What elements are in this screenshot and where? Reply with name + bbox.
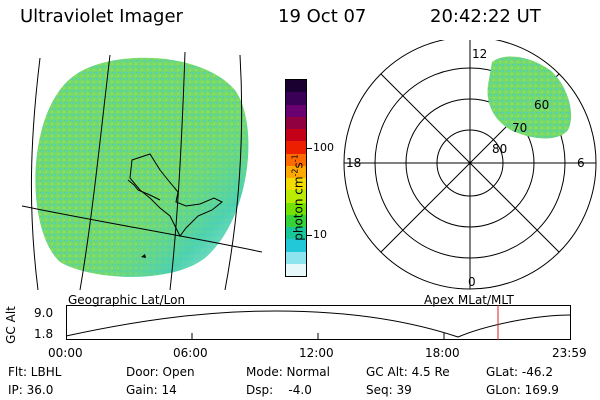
status-ip: IP: 36.0 (8, 383, 54, 397)
date-label: 19 Oct 07 (278, 6, 367, 27)
altitude-xtick: 06:00 (173, 346, 208, 360)
mlt-label: 12 (472, 47, 487, 61)
altitude-ytick: 1.8 (34, 327, 54, 341)
altitude-xtick: 18:00 (425, 346, 460, 360)
colorbar-segment (286, 190, 306, 203)
colorbar-segment (286, 263, 306, 276)
colorbar-segment (286, 227, 306, 240)
colorbar-segment (286, 165, 306, 178)
colorbar-segment (286, 178, 306, 191)
colorbar-tick-label: 100 (313, 141, 334, 154)
altitude-xtick: 00:00 (48, 346, 83, 360)
coastline (127, 179, 161, 201)
altitude-ylabel: GC Alt (3, 306, 18, 344)
mlat-label: 70 (512, 121, 527, 135)
colorbar-unit-label: photon cm-2s-1 (290, 154, 306, 241)
status-glat: GLat: -46.2 (486, 365, 553, 379)
colorbar-segment (286, 104, 306, 117)
mlt-label: 6 (577, 156, 585, 170)
meridian-line (79, 54, 111, 290)
apex-label: Apex MLat/MLT (424, 293, 514, 307)
app-title: Ultraviolet Imager (20, 6, 183, 27)
mlat-label: 60 (534, 98, 549, 112)
colorbar-segment (286, 129, 306, 142)
colorbar (285, 79, 307, 277)
status-flt: Flt: LBHL (8, 365, 62, 379)
colorbar-segment (286, 214, 306, 227)
colorbar-tick-label: 10 (313, 228, 327, 241)
time-label: 20:42:22 UT (430, 6, 541, 27)
colorbar-segment (286, 80, 306, 93)
altitude-xtick: 23:59 (552, 346, 587, 360)
geographic-label: Geographic Lat/Lon (68, 293, 186, 307)
status-mode: Mode: Normal (246, 365, 330, 379)
altitude-plot (66, 305, 572, 340)
geographic-image (21, 51, 263, 290)
meridian-line (169, 51, 186, 290)
meridian-line (30, 57, 41, 290)
latitude-line (21, 205, 263, 253)
colorbar-segment (286, 92, 306, 105)
colorbar-ticks (306, 148, 312, 149)
coastline (129, 153, 223, 237)
colorbar-ticks (306, 235, 312, 236)
status-seq: Seq: 39 (366, 383, 412, 397)
altitude-xtick: 12:00 (299, 346, 334, 360)
colorbar-segment (286, 239, 306, 252)
status-door: Door: Open (126, 365, 195, 379)
polar-plot: 60 70 80 12 18 6 0 (343, 40, 597, 290)
mlt-label: 18 (346, 156, 361, 170)
status-gcalt: GC Alt: 4.5 Re (366, 365, 450, 379)
colorbar-segment (286, 251, 306, 264)
status-gain: Gain: 14 (126, 383, 177, 397)
mlt-label: 0 (468, 275, 476, 289)
polar-image-patch (487, 56, 572, 139)
altitude-curve (66, 310, 572, 338)
colorbar-segment (286, 153, 306, 166)
colorbar-segment (286, 202, 306, 215)
status-glon: GLon: 169.9 (486, 383, 559, 397)
colorbar-segment (286, 116, 306, 129)
colorbar-segment (286, 141, 306, 154)
altitude-ytick: 9.0 (34, 306, 54, 320)
status-dsp: Dsp: -4.0 (246, 383, 312, 397)
mlat-label: 80 (492, 142, 507, 156)
meridian-line (224, 54, 243, 290)
